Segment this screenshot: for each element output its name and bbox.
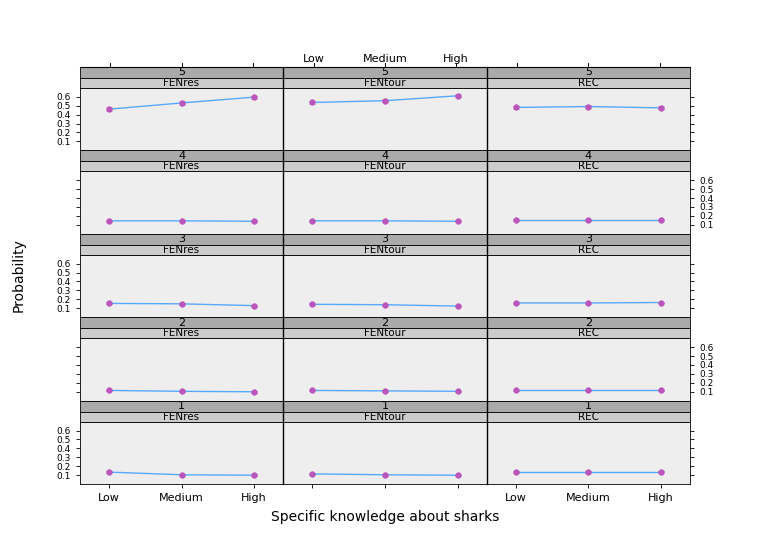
Text: REC: REC — [578, 161, 599, 171]
Text: FENres: FENres — [163, 244, 200, 255]
Text: 5: 5 — [178, 67, 185, 77]
Text: 1: 1 — [382, 401, 388, 411]
Text: FENtour: FENtour — [364, 78, 406, 88]
Text: FENres: FENres — [163, 78, 200, 88]
Text: Probability: Probability — [12, 239, 26, 312]
Text: Low: Low — [302, 54, 325, 64]
Text: Medium: Medium — [363, 54, 407, 64]
Text: 1: 1 — [585, 401, 592, 411]
Text: Specific knowledge about sharks: Specific knowledge about sharks — [271, 510, 499, 524]
Text: 1: 1 — [178, 401, 185, 411]
Text: FENtour: FENtour — [364, 411, 406, 422]
Text: FENtour: FENtour — [364, 328, 406, 338]
Text: 4: 4 — [382, 151, 388, 160]
Text: 4: 4 — [178, 151, 185, 160]
Text: FENtour: FENtour — [364, 161, 406, 171]
Text: FENres: FENres — [163, 161, 200, 171]
Text: FENtour: FENtour — [364, 244, 406, 255]
Text: REC: REC — [578, 411, 599, 422]
Text: 2: 2 — [382, 318, 388, 327]
Text: High: High — [443, 54, 469, 64]
Text: 2: 2 — [178, 318, 185, 327]
Text: REC: REC — [578, 244, 599, 255]
Text: 3: 3 — [382, 234, 388, 244]
Text: 2: 2 — [584, 318, 592, 327]
Text: FENres: FENres — [163, 328, 200, 338]
Text: 3: 3 — [178, 234, 185, 244]
Text: FENres: FENres — [163, 411, 200, 422]
Text: REC: REC — [578, 328, 599, 338]
Text: 4: 4 — [584, 151, 592, 160]
Text: 3: 3 — [585, 234, 592, 244]
Text: REC: REC — [578, 78, 599, 88]
Text: 5: 5 — [382, 67, 388, 77]
Text: 5: 5 — [585, 67, 592, 77]
